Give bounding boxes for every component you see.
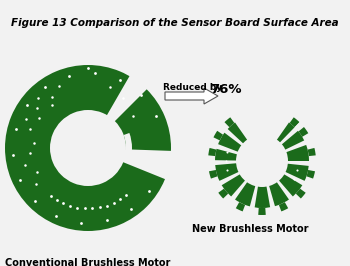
Wedge shape [248,184,258,215]
Wedge shape [218,123,244,147]
Wedge shape [208,148,216,156]
Wedge shape [121,149,173,180]
Wedge shape [266,184,277,215]
Wedge shape [286,161,317,167]
Text: Conventional Brushless Motor: Conventional Brushless Motor [5,258,170,266]
Wedge shape [218,189,228,198]
Wedge shape [276,179,298,206]
Wedge shape [307,170,315,178]
Wedge shape [209,170,218,178]
Wedge shape [207,160,238,166]
Wedge shape [299,127,308,137]
Wedge shape [215,123,309,208]
Wedge shape [279,122,304,146]
Wedge shape [236,202,245,211]
Text: 76%: 76% [210,83,242,96]
Wedge shape [282,171,312,189]
Text: Figure 13 Comparison of the Sensor Board Surface Area: Figure 13 Comparison of the Sensor Board… [11,18,339,28]
Wedge shape [308,148,316,156]
Wedge shape [214,131,223,140]
Text: Reduced by: Reduced by [163,83,225,92]
Wedge shape [212,171,241,189]
Wedge shape [226,179,248,206]
Wedge shape [279,202,288,211]
FancyArrow shape [165,88,218,104]
Wedge shape [224,117,234,127]
Wedge shape [106,74,148,123]
Wedge shape [296,189,306,198]
Wedge shape [258,208,266,215]
Wedge shape [284,137,314,153]
Wedge shape [209,141,240,155]
Wedge shape [124,133,132,163]
Wedge shape [290,117,300,127]
Text: New Brushless Motor: New Brushless Motor [192,224,308,234]
Wedge shape [5,65,171,231]
